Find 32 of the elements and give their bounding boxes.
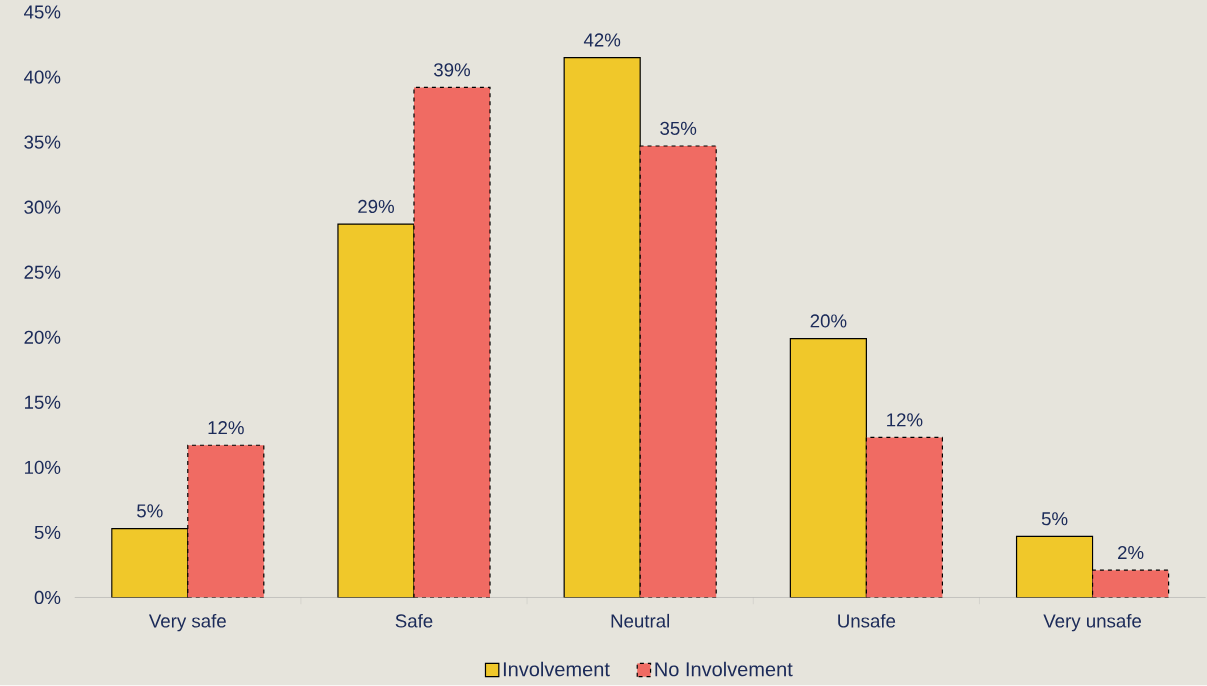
data-label: 39% [434,63,471,77]
x-tick-label: Safe [395,614,433,628]
y-tick-label: 45% [24,5,61,19]
data-label: 35% [660,121,697,136]
data-label: 12% [208,421,244,435]
y-tick-label: 35% [24,135,61,149]
data-label: 2% [1118,546,1144,560]
data-label: 42% [583,33,621,47]
y-tick-label: 15% [25,395,61,410]
y-tick-label: 0% [34,591,61,605]
data-label: 5% [137,504,163,518]
x-tick-label: Very unsafe [1043,614,1142,632]
data-label: 5% [1041,512,1068,526]
x-tick-label: Very safe [148,614,226,632]
bar [865,437,943,598]
bar [1091,569,1170,598]
y-tick-label: 40% [24,70,61,84]
bar [413,87,491,598]
y-tick-label: 25% [24,265,61,280]
y-tick-label: 20% [24,330,61,345]
bar [187,444,265,598]
x-tick-label: Unsafe [838,614,896,628]
data-label: 29% [358,200,394,214]
legend-label: Involvement [503,661,610,677]
data-label: 12% [887,413,923,427]
bar [639,145,717,598]
y-tick-label: 30% [24,200,61,215]
y-tick-label: 10% [25,460,61,475]
legend-label: No Involvement [655,661,793,677]
data-label: 20% [810,314,847,328]
y-tick-label: 5% [34,526,61,540]
x-tick-label: Neutral [611,614,670,628]
